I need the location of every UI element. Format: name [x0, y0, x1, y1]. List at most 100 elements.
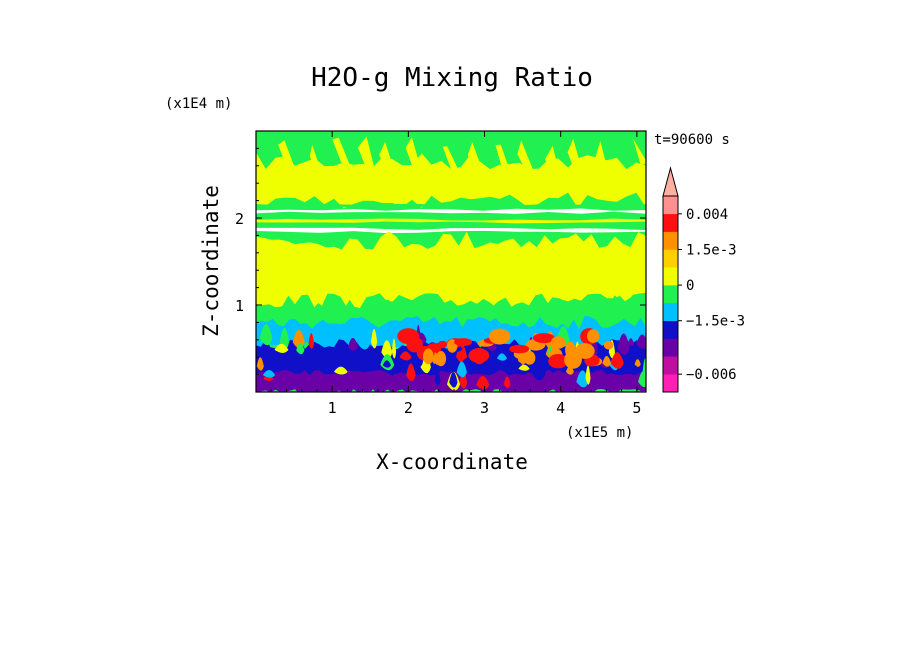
upper-streak: [632, 135, 646, 167]
warm-plume: [454, 338, 473, 347]
plume: [636, 334, 646, 349]
upper-streak: [379, 142, 396, 180]
plume: [382, 360, 391, 368]
colorbar-segment: [663, 213, 678, 232]
plume: [617, 333, 630, 356]
x-axis-title: X-coordinate: [376, 450, 528, 474]
upper-streak: [595, 141, 610, 183]
y-tick-label: 1: [235, 297, 244, 315]
x-tick-label: 2: [404, 399, 413, 417]
colorbar-labels: 0.004 1.5e-3 0 −1.5e-3 −0.006: [678, 207, 745, 383]
warm-plume: [468, 348, 490, 363]
chart-title: H2O-g Mixing Ratio: [311, 63, 593, 93]
plume: [406, 363, 416, 382]
y-ticks: 12: [235, 147, 646, 376]
stripe-1: [256, 208, 646, 214]
colorbar-segment: [663, 338, 678, 357]
plume: [585, 365, 591, 385]
colorbar-label: 0: [686, 278, 694, 294]
plume: [348, 338, 358, 351]
plume: [638, 371, 646, 388]
plume: [308, 332, 315, 349]
upper-streak: [467, 142, 485, 179]
stripe-0: [256, 203, 646, 209]
warm-plume: [575, 343, 595, 359]
plume: [259, 323, 273, 346]
plume: [576, 370, 589, 388]
plume: [381, 340, 393, 359]
plume: [391, 338, 397, 359]
upper-streak: [309, 144, 325, 184]
upper-streak: [495, 144, 511, 176]
plume: [333, 366, 348, 375]
warm-plume: [533, 333, 555, 344]
colorbar: [662, 166, 679, 393]
plume: [627, 338, 634, 347]
plume: [476, 375, 490, 390]
time-label: t=90600 s: [654, 132, 730, 148]
warm-plume: [423, 348, 434, 365]
x-ticks: 1 2 3 4 5: [270, 131, 641, 417]
stripe-5: [256, 227, 646, 234]
upper-streak: [357, 136, 376, 176]
plume: [531, 361, 546, 381]
upper-streak: [567, 138, 584, 181]
plume: [296, 342, 305, 355]
colorbar-label: −0.006: [686, 367, 737, 383]
plume: [355, 336, 369, 343]
colorbar-segment: [663, 267, 678, 286]
upper-streak: [278, 140, 294, 168]
upper-streak: [545, 145, 561, 183]
x-tick-label: 3: [480, 399, 489, 417]
x-scale-label: (x1E5 m): [566, 425, 633, 441]
warm-plume: [603, 340, 614, 350]
plume: [496, 353, 507, 361]
x-tick-label: 1: [328, 399, 337, 417]
colorbar-frame: [662, 195, 679, 393]
plume: [371, 328, 378, 349]
colorbar-top-arrow: [662, 166, 679, 197]
warm-plume: [509, 344, 530, 354]
mid-yellow-band: [256, 231, 646, 315]
x-tick-label: 5: [632, 399, 641, 417]
colorbar-segment: [663, 285, 678, 304]
upper-streak: [332, 137, 350, 169]
plume: [610, 352, 624, 369]
colorbar-segment: [663, 356, 678, 375]
warm-plume: [397, 328, 420, 344]
warm-plume: [435, 351, 447, 367]
plume: [256, 357, 264, 371]
warm-plume: [550, 336, 566, 349]
warm-plume: [437, 340, 448, 349]
colorbar-label: 0.004: [686, 207, 728, 223]
warm-plume: [523, 351, 536, 365]
plume: [262, 370, 276, 378]
plume: [602, 355, 612, 367]
colorbar-segment: [663, 249, 678, 268]
upper-streak: [405, 137, 423, 179]
upper-streak: [442, 146, 460, 177]
colorbar-segment: [663, 196, 678, 215]
colorbar-segment: [663, 374, 678, 393]
plot-frame: [255, 130, 647, 393]
stripe-4: [256, 223, 646, 229]
stripe-2: [256, 213, 646, 219]
mixing-ratio-field: [256, 131, 646, 392]
y-axis-title: Z-coordinate: [199, 185, 223, 337]
plume: [518, 364, 530, 371]
y-scale-label: (x1E4 m): [165, 96, 232, 112]
colorbar-segment: [663, 231, 678, 250]
warm-plume: [587, 329, 600, 343]
warm-plume: [548, 354, 568, 369]
y-tick-label: 2: [235, 210, 244, 228]
plume: [274, 343, 289, 353]
plume: [503, 376, 511, 388]
plume: [634, 359, 641, 367]
stripe-3: [256, 218, 646, 224]
colorbar-label: −1.5e-3: [686, 314, 745, 330]
warm-plume: [488, 328, 511, 345]
plume: [449, 371, 458, 388]
colorbar-segment: [663, 302, 678, 321]
colorbar-segment: [663, 320, 678, 339]
